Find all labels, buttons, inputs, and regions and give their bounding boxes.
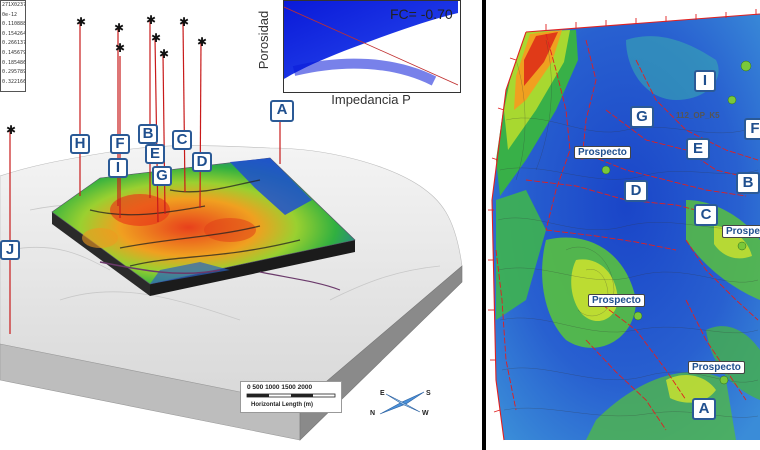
scale-ticks: 0 500 1000 1500 2000 [247, 384, 313, 391]
well-label-j[interactable]: J [0, 240, 20, 260]
compass-n: N [370, 410, 376, 417]
cube-3d-view[interactable]: ✱ ✱ ✱ ✱ ✱ ✱ ✱ ✱ ✱ 271X0237 0e-12 0.11088… [0, 0, 482, 450]
compass-icon [379, 391, 425, 415]
map-well-label-d[interactable]: D [624, 180, 648, 202]
map-well-label-a[interactable]: A [692, 398, 716, 420]
contour-map-view[interactable]: 112_OP_K5 I G E F D B C A Prospecto Pros… [486, 0, 760, 450]
well-label-e[interactable]: E [145, 144, 165, 164]
property-legend: 271X0237 0e-12 0.1108882 0.154264 0.2661… [0, 0, 26, 92]
svg-text:✱: ✱ [146, 13, 156, 27]
svg-text:✱: ✱ [179, 15, 189, 29]
svg-text:✱: ✱ [159, 47, 169, 61]
compass-e: E [380, 390, 385, 397]
crossplot-y-label: Porosidad [256, 10, 271, 70]
contour-map-canvas [488, 9, 760, 441]
map-well-label-g[interactable]: G [630, 106, 654, 128]
svg-text:✱: ✱ [6, 123, 16, 137]
well-dot [740, 60, 752, 72]
prospect-label[interactable]: Prospecto [588, 294, 645, 307]
legend-value: 0.1108882 [2, 21, 25, 28]
legend-value: 0.2957897 [2, 69, 25, 76]
map-well-label-b[interactable]: B [736, 172, 760, 194]
legend-value: 0.154264 [2, 30, 25, 37]
map-center-label: 112_OP_K5 [676, 111, 720, 120]
well-label-d[interactable]: D [192, 152, 212, 172]
crossplot-x-label: Impedancia P [331, 92, 411, 107]
legend-value: 271X0237 [2, 2, 25, 8]
svg-text:✱: ✱ [114, 21, 124, 35]
legend-value: 0e-12 [2, 11, 18, 18]
well-label-h[interactable]: H [70, 134, 90, 154]
crossplot-inset [283, 0, 461, 93]
scale-caption: Horizontal Length (m) [251, 402, 313, 408]
legend-value: 0.2661375 [2, 40, 25, 47]
map-area [492, 14, 760, 440]
legend-value: 0.3221664 [2, 78, 25, 85]
well-label-f[interactable]: F [110, 134, 130, 154]
well-label-c[interactable]: C [172, 130, 192, 150]
svg-text:✱: ✱ [151, 31, 161, 45]
map-well-label-f[interactable]: F [744, 118, 760, 140]
well-label-b[interactable]: B [138, 124, 158, 144]
prospect-label[interactable]: Prospecto [722, 225, 760, 238]
crossplot-points [283, 1, 459, 90]
well-label-i[interactable]: I [108, 158, 128, 178]
svg-text:✱: ✱ [197, 35, 207, 49]
prospect-label[interactable]: Prospecto [688, 361, 745, 374]
correlation-label: FC= -0.70 [390, 6, 453, 22]
compass-s: S [426, 390, 431, 397]
legend-value: 0.185486 [2, 59, 25, 66]
cube-3d-canvas [0, 145, 463, 441]
map-well-label-i[interactable]: I [694, 70, 716, 92]
svg-text:✱: ✱ [115, 41, 125, 55]
prospect-label[interactable]: Prospecto [574, 146, 631, 159]
map-well-label-c[interactable]: C [694, 204, 718, 226]
cube-side-front [150, 240, 355, 296]
compass-w: W [422, 410, 429, 417]
well-label-g[interactable]: G [152, 166, 172, 186]
well-star-icon: ✱ [76, 15, 86, 29]
cube-side-left [52, 212, 150, 296]
legend-value: 0.145679 [2, 49, 25, 56]
scale-bar: 0 500 1000 1500 2000 Horizontal Length (… [240, 381, 342, 413]
well-label-a[interactable]: A [270, 100, 294, 122]
map-well-label-e[interactable]: E [686, 138, 710, 160]
